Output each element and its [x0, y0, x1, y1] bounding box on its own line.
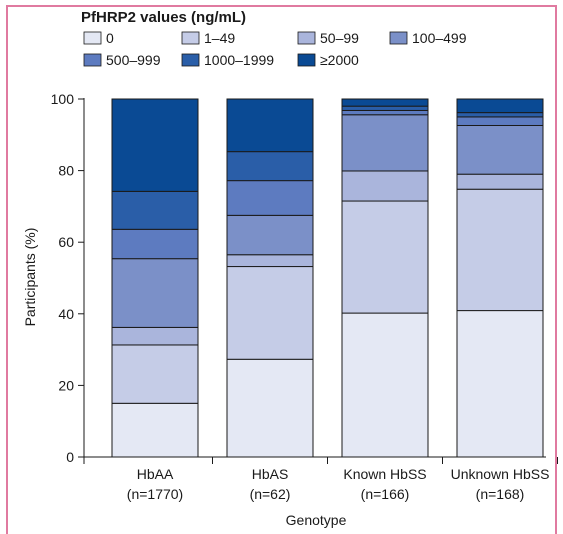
frame-left-border [6, 5, 8, 534]
bar-segment-4-6 [456, 112, 544, 118]
bar-segment-4-4 [456, 124, 544, 175]
y-axis-title: Participants (%) [22, 228, 38, 327]
bar-segment-3-4 [341, 114, 429, 172]
frame-right-border [555, 5, 557, 534]
bar-segment-2-6 [226, 151, 314, 182]
y-tick-label-2: 40 [58, 306, 74, 322]
x-category-n-4: (n=168) [476, 486, 525, 502]
frame-top-border [6, 5, 557, 7]
bar-segment-3-7 [341, 98, 429, 107]
bar-segment-3-2 [341, 200, 429, 314]
x-category-label-2: HbAS [252, 466, 289, 482]
x-category-n-1: (n=1770) [127, 486, 183, 502]
bar-segment-1-6 [111, 190, 199, 230]
bar-segment-3-1 [341, 312, 429, 458]
x-category-n-2: (n=62) [250, 486, 291, 502]
legend-swatch-1 [83, 31, 102, 45]
bar-segment-1-1 [111, 402, 199, 458]
bar-segment-3-3 [341, 170, 429, 202]
legend-label-1: 0 [106, 30, 114, 46]
legend-label-3: 50–99 [320, 30, 359, 46]
bar-segment-4-5 [456, 116, 544, 126]
legend-swatch-6 [181, 53, 200, 67]
bar-segment-1-7 [111, 98, 199, 192]
legend: 0 1–49 50–99 100–499 500–999 1000–1999 ≥2000 [83, 30, 467, 68]
x-category-label-3: Known HbSS [343, 466, 426, 482]
y-axis-ticks: 0 20 40 60 80 100 [51, 91, 84, 465]
bar-segment-4-1 [456, 310, 544, 458]
bar-segment-3-6 [341, 105, 429, 111]
legend-label-2: 1–49 [204, 30, 235, 46]
y-tick-label-5: 100 [51, 91, 75, 107]
bar-segment-2-3 [226, 254, 314, 268]
legend-label-5: 500–999 [106, 52, 161, 68]
bar-segment-4-3 [456, 173, 544, 190]
bar-segment-2-7 [226, 98, 314, 153]
bar-segment-1-2 [111, 344, 199, 404]
y-tick-label-1: 20 [58, 377, 74, 393]
bar-segment-1-4 [111, 258, 199, 328]
x-category-label-1: HbAA [137, 466, 174, 482]
bar-segment-1-5 [111, 228, 199, 260]
bar-segment-2-5 [226, 180, 314, 216]
legend-swatch-4 [389, 31, 408, 45]
y-tick-label-3: 60 [58, 234, 74, 250]
legend-label-4: 100–499 [412, 30, 467, 46]
x-axis-title: Genotype [286, 512, 347, 528]
y-tick-label-4: 80 [58, 163, 74, 179]
y-tick-label-0: 0 [66, 449, 74, 465]
bar-segment-4-2 [456, 188, 544, 312]
x-axis-ticks: HbAA (n=1770) HbAS (n=62) Known HbSS (n=166) U… [83, 457, 558, 502]
bar-segment-3-5 [341, 109, 429, 116]
bar-segment-2-2 [226, 266, 314, 360]
bar-segment-1-3 [111, 326, 199, 346]
bar-segment-4-7 [456, 98, 544, 114]
legend-swatch-7 [297, 53, 316, 67]
x-category-n-3: (n=166) [361, 486, 410, 502]
bar-segment-2-4 [226, 214, 314, 256]
legend-label-6: 1000–1999 [204, 52, 274, 68]
legend-swatch-5 [83, 53, 102, 67]
bar-segment-2-1 [226, 358, 314, 458]
x-category-label-4: Unknown HbSS [451, 466, 550, 482]
legend-label-7: ≥2000 [320, 52, 359, 68]
legend-title: PfHRP2 values (ng/mL) [81, 9, 246, 26]
legend-swatch-3 [297, 31, 316, 45]
bars-group [111, 98, 544, 458]
legend-swatch-2 [181, 31, 200, 45]
